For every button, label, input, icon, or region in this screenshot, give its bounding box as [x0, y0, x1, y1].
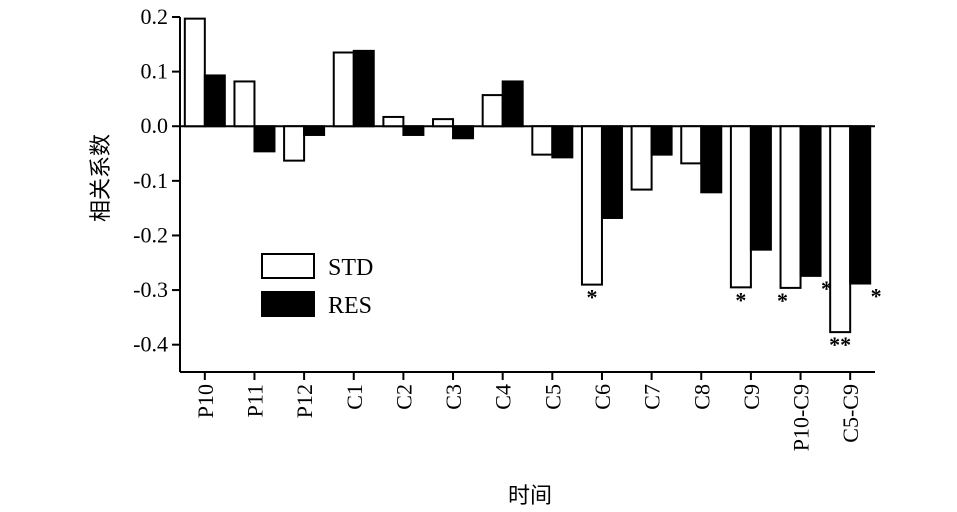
significance-marker: *	[871, 284, 882, 309]
significance-marker: *	[821, 276, 832, 301]
bar-std-c1	[332, 51, 355, 128]
bar-res-c3	[452, 125, 475, 140]
bar-res-p11	[253, 125, 276, 153]
bar-std-p10-c9	[779, 125, 802, 289]
bar-res-p10-c9	[799, 125, 822, 277]
bar-std-c6	[580, 125, 603, 286]
significance-marker: *	[777, 288, 788, 313]
bar-std-p11	[233, 80, 256, 128]
y-tick-label: 0.0	[141, 113, 169, 138]
bar-res-c4	[501, 80, 524, 128]
legend-label-std: STD	[328, 255, 373, 281]
y-tick-label: -0.1	[133, 168, 168, 193]
y-axis-title: 相关系数	[89, 134, 114, 222]
bar-res-c5	[551, 125, 574, 159]
legend: STD RES	[261, 253, 373, 319]
labels-layer: 0.2 0.1 0.0 -0.1 -0.2 -0.3 -0.4 P10 P11 P12 C1 C2 C3…	[89, 4, 882, 509]
significance-marker: *	[586, 285, 597, 310]
bar-std-c5-c9	[829, 125, 852, 334]
x-tick-label: C2	[391, 384, 416, 410]
x-tick-label: C1	[342, 384, 367, 410]
x-tick-label: P10-C9	[789, 384, 814, 451]
y-tick-label: 0.1	[141, 59, 169, 84]
bar-res-p12	[303, 125, 326, 136]
bars-layer	[183, 17, 872, 334]
y-tick-label: -0.2	[133, 222, 168, 247]
bar-std-c4	[481, 94, 504, 128]
significance-marker: **	[829, 332, 851, 357]
bar-res-c9	[749, 125, 772, 251]
bar-std-p12	[283, 125, 306, 162]
bar-res-c1	[352, 49, 375, 128]
bar-res-c6	[600, 125, 623, 219]
x-tick-label: C8	[689, 384, 714, 410]
y-tick-label: -0.4	[133, 332, 168, 357]
x-axis-title: 时间	[508, 484, 552, 509]
x-tick-label: C6	[590, 384, 615, 410]
x-tick-label: P10	[193, 384, 218, 418]
x-tick-label: P11	[242, 384, 267, 417]
y-tick-label: 0.2	[141, 4, 169, 29]
x-tick-label: C9	[739, 384, 764, 410]
bar-res-p10	[203, 74, 226, 128]
bar-std-c2	[382, 115, 405, 128]
legend-swatch-std	[261, 253, 315, 279]
bar-std-c5	[531, 125, 554, 156]
bar-res-c8	[700, 125, 723, 194]
legend-label-res: RES	[328, 293, 372, 319]
significance-marker: *	[735, 287, 746, 312]
x-tick-label: C7	[640, 384, 665, 410]
bar-res-c2	[402, 125, 425, 136]
y-tick-label: -0.3	[133, 277, 168, 302]
bar-res-c7	[650, 125, 673, 156]
bar-std-c7	[630, 125, 653, 191]
bar-std-c9	[729, 125, 752, 289]
bar-std-c8	[680, 125, 703, 165]
x-tick-label: P12	[292, 384, 317, 418]
x-tick-label: C5-C9	[838, 384, 863, 443]
bar-std-p10	[183, 17, 206, 128]
x-tick-label: C4	[491, 384, 516, 410]
bar-std-c3	[432, 118, 455, 128]
x-tick-label: C3	[441, 384, 466, 410]
legend-swatch-res	[261, 291, 315, 317]
bar-res-c5-c9	[849, 125, 872, 285]
x-tick-label: C5	[540, 384, 565, 410]
